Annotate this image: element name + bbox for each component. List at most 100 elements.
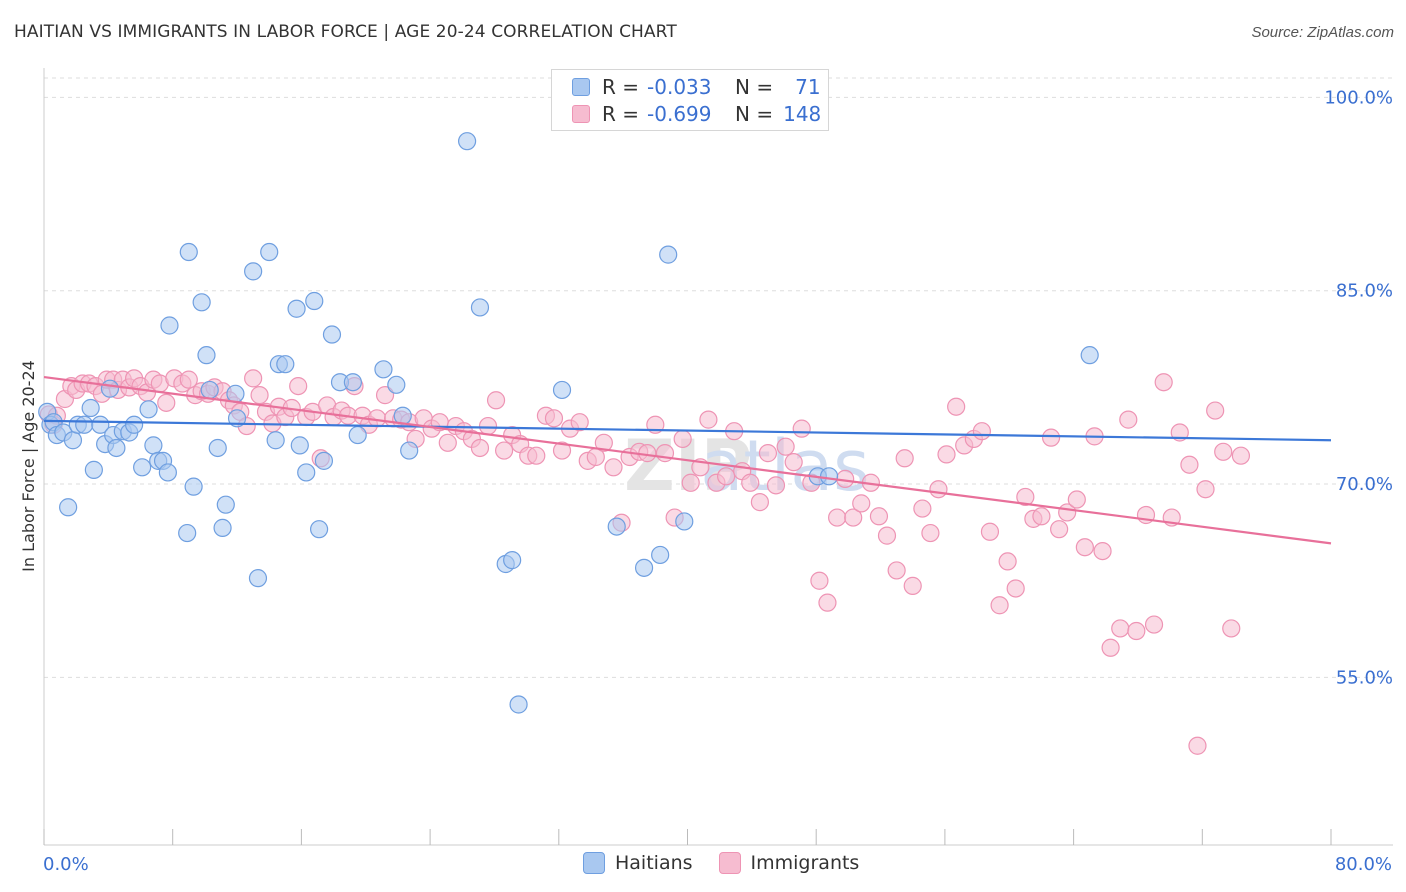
haitians-point (348, 425, 367, 445)
immigrants-point (470, 438, 490, 458)
immigrants-point (552, 441, 572, 460)
haitians-point (305, 291, 324, 311)
haitians-point (124, 415, 144, 434)
immigrants-point (486, 391, 506, 410)
haitians-point (470, 298, 490, 317)
immigrants-point (638, 444, 657, 463)
immigrants-point (1231, 446, 1251, 465)
x-tick-label-max: 80.0% (1335, 854, 1392, 875)
immigrants-point (289, 376, 308, 396)
stats-legend: R = -0.033 N = 71 R = -0.699 N = 148 (551, 69, 829, 131)
haitians-point (91, 415, 110, 434)
immigrants-point (990, 596, 1009, 615)
immigrants-point (1067, 490, 1086, 509)
immigrants-point (895, 449, 914, 468)
immigrants-point (1154, 373, 1173, 392)
haitians-point (59, 498, 78, 517)
immigrants-point (681, 473, 700, 492)
legend-r-value-haitians: -0.033 (647, 75, 712, 99)
source-note: Source: ZipAtlas.com (1251, 24, 1394, 41)
haitians-point (184, 477, 203, 496)
immigrants-point (1127, 621, 1146, 641)
haitians-point (158, 463, 177, 482)
haitians-point (374, 360, 393, 379)
immigrants-point (1050, 520, 1069, 539)
immigrants-point (1075, 538, 1094, 557)
haitians-point (322, 325, 342, 344)
legend-n-value-immigrants: 148 (783, 102, 822, 126)
haitians-point (144, 436, 163, 455)
haitians-point (213, 518, 232, 537)
trend-lines (43, 375, 1332, 545)
haitians-point (503, 551, 522, 570)
haitians-point (458, 132, 477, 151)
haitians-point (107, 438, 126, 458)
immigrants-point (157, 393, 176, 412)
legend-n-value-haitians: 71 (795, 75, 821, 99)
legend-item-haitians[interactable]: Haitians (583, 852, 693, 874)
legend-r-value-immigrants: -0.699 (647, 102, 712, 126)
immigrants-point (717, 467, 736, 486)
haitians-point (552, 380, 572, 400)
haitians-point (634, 558, 654, 577)
haitians-point (179, 242, 198, 262)
haitians-point (244, 262, 263, 281)
legend-r-label: R = (602, 102, 640, 126)
immigrants-point (741, 473, 760, 492)
haitians-point (509, 695, 528, 714)
legend-label-immigrants: Immigrants (750, 852, 860, 874)
immigrants-point (828, 508, 847, 527)
immigrants-point (750, 493, 769, 512)
immigrants-point (495, 441, 514, 460)
immigrants-point (527, 446, 546, 465)
legend-n-label: N = (735, 102, 774, 126)
immigrants-point (1093, 541, 1112, 561)
immigrants-point (947, 397, 966, 416)
haitians-point (75, 415, 94, 434)
immigrants-point (758, 444, 778, 463)
legend-row-haitians: R = -0.033 N = 71 (572, 75, 821, 99)
haitians-point (260, 242, 279, 262)
immigrants-point (972, 422, 992, 441)
legend-item-immigrants[interactable]: Immigrants (718, 852, 860, 874)
immigrants-point (810, 571, 829, 590)
haitians-point (309, 520, 329, 539)
immigrants-point (903, 576, 922, 595)
haitians-point (287, 299, 306, 318)
haitians-point (227, 409, 247, 428)
immigrants-point (594, 433, 613, 452)
haitians-point (819, 467, 839, 486)
haitians-point (659, 245, 678, 264)
haitians-point (178, 523, 197, 543)
immigrants-point (570, 413, 589, 432)
y-tick-label: 100.0% (1324, 87, 1393, 108)
haitians-point (81, 398, 100, 418)
legend-label-haitians: Haitians (615, 852, 693, 874)
immigrants-point (1041, 428, 1061, 447)
immigrants-point (784, 453, 803, 472)
immigrants-point (913, 499, 932, 518)
haitians-point (100, 379, 120, 398)
immigrants-point (869, 507, 889, 526)
legend-n-label: N = (735, 75, 774, 99)
haitians-point (290, 436, 309, 455)
immigrants-point (1214, 442, 1233, 461)
x-tick-label-min: 0.0% (43, 854, 89, 875)
immigrants-point (1196, 480, 1215, 499)
haitians-point (216, 495, 235, 514)
immigrants-point (673, 429, 692, 449)
immigrants-point (1006, 579, 1025, 598)
legend-r-label: R = (602, 75, 640, 99)
haitians-point (200, 380, 219, 400)
haitians-point (1080, 346, 1099, 365)
haitians-point (297, 463, 316, 482)
immigrants-point (604, 458, 623, 477)
immigrants-point (375, 386, 395, 405)
immigrants-point (1032, 507, 1051, 526)
immigrants-point (1206, 401, 1225, 420)
immigrants-point (1119, 410, 1138, 429)
immigrants-point (244, 369, 263, 388)
y-tick-label: 70.0% (1336, 474, 1393, 495)
haitians-point (226, 384, 245, 403)
haitians-point (192, 293, 211, 312)
